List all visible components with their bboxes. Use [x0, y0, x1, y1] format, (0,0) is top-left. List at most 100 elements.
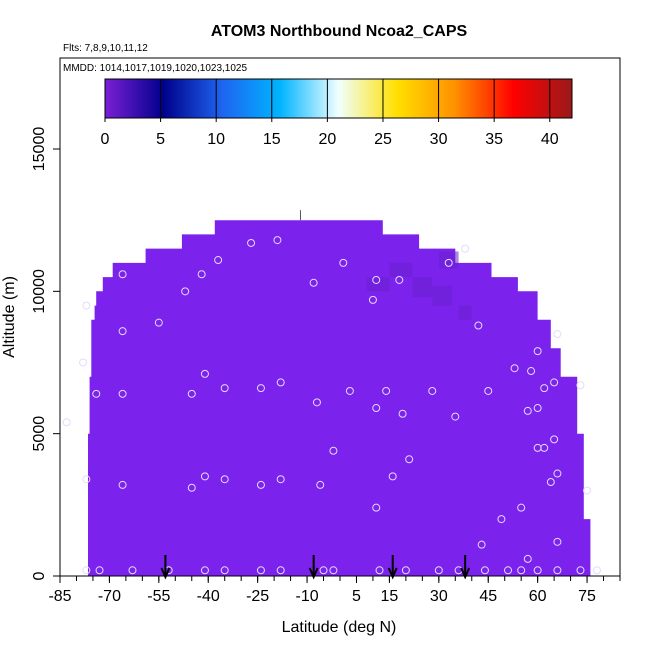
observation-point: [309, 278, 318, 287]
observation-point: [276, 475, 285, 484]
observation-point: [540, 384, 549, 393]
flight-arrow: [160, 555, 171, 580]
observation-point: [256, 384, 265, 393]
observation-point: [256, 566, 265, 575]
observation-point: [345, 386, 354, 395]
observation-point: [312, 398, 321, 407]
observation-point: [550, 378, 559, 387]
observation-point: [92, 389, 101, 398]
observation-point: [95, 566, 104, 575]
observation-point: [329, 566, 338, 575]
x-tick-label: -40: [197, 588, 220, 605]
flight-arrows: [160, 555, 471, 580]
colorbar-tick-label: 5: [156, 131, 165, 148]
observation-point: [533, 566, 542, 575]
observation-point: [372, 275, 381, 284]
observation-point: [372, 503, 381, 512]
observation-point: [553, 537, 562, 546]
field-patch: [458, 305, 472, 320]
observation-point: [401, 566, 410, 575]
observation-point: [220, 384, 229, 393]
observation-point: [477, 540, 486, 549]
observation-point: [546, 478, 555, 487]
colorbar-tick-label: 30: [430, 131, 448, 148]
x-axis: -85 -70 -55 -40 -25 -10 5 15 30 45 60 75: [48, 576, 621, 605]
observation-point: [510, 364, 519, 373]
flight-arrow: [460, 555, 471, 580]
observation-point: [200, 369, 209, 378]
observation-point: [82, 301, 91, 310]
colorbar-tick-label: 10: [207, 131, 225, 148]
y-tick-label: 5000: [31, 416, 48, 452]
x-tick-label: 5: [352, 588, 361, 605]
observation-point: [200, 472, 209, 481]
observation-point: [474, 321, 483, 330]
field-region: [88, 220, 597, 576]
observation-point: [461, 244, 470, 253]
observation-point: [118, 270, 127, 279]
colorbar-tick-label: 15: [263, 131, 281, 148]
observation-point: [388, 472, 397, 481]
observation-point: [118, 327, 127, 336]
flight-arrow: [308, 555, 319, 580]
y-axis-label: Altitude (m): [1, 276, 18, 358]
observation-point: [533, 404, 542, 413]
observation-point: [187, 389, 196, 398]
observation-point: [576, 381, 585, 390]
concentration-field: [88, 210, 597, 576]
flight-arrow: [387, 555, 398, 580]
observation-point: [200, 566, 209, 575]
observation-point: [395, 275, 404, 284]
observation-point: [405, 455, 414, 464]
field-patch: [412, 277, 433, 298]
x-tick-label: 45: [479, 588, 497, 605]
observation-point: [444, 258, 453, 267]
observation-point: [220, 475, 229, 484]
arrow-head: [387, 567, 398, 580]
observation-point: [372, 404, 381, 413]
observation-point: [434, 566, 443, 575]
observation-point: [319, 566, 328, 575]
observation-point: [82, 475, 91, 484]
observation-point: [62, 418, 71, 427]
observation-point: [428, 386, 437, 395]
colorbar: [104, 78, 573, 119]
flights-subtitle: Flts: 7,8,9,10,11,12: [63, 43, 148, 54]
observation-point: [329, 446, 338, 455]
observation-point: [533, 347, 542, 356]
observation-point: [398, 409, 407, 418]
observation-point: [220, 566, 229, 575]
observation-point: [553, 469, 562, 478]
observation-point: [276, 378, 285, 387]
colorbar-tick-label: 0: [101, 131, 110, 148]
observation-point: [504, 566, 512, 575]
observation-point: [523, 554, 532, 563]
colorbar-tick-label: 40: [541, 131, 559, 148]
arrow-head: [308, 567, 319, 580]
x-tick-label: -70: [98, 588, 121, 605]
observation-point: [197, 270, 206, 279]
observation-point: [316, 480, 325, 489]
x-axis-label: Latitude (deg N): [282, 619, 397, 636]
observation-point: [118, 389, 127, 398]
observation-point: [339, 258, 348, 267]
y-tick-label: 10000: [31, 269, 48, 314]
chart-title: ATOM3 Northbound Ncoa2_CAPS: [211, 23, 468, 40]
observation-point: [517, 566, 526, 575]
field-patch: [438, 251, 459, 269]
x-tick-label: -10: [295, 588, 318, 605]
observation-point: [451, 412, 460, 421]
field-patch: [432, 285, 452, 306]
observation-point: [592, 566, 601, 575]
observation-point: [484, 386, 493, 395]
x-tick-label: -85: [48, 588, 71, 605]
observation-point: [187, 483, 196, 492]
observation-point: [256, 480, 265, 489]
dates-subtitle: MMDD: 1014,1017,1019,1020,1023,1025: [63, 63, 247, 74]
field-patch: [366, 277, 390, 292]
observation-point: [154, 318, 163, 327]
x-tick-label: 75: [578, 588, 596, 605]
observation-point: [79, 358, 88, 367]
x-tick-label: -55: [147, 588, 170, 605]
